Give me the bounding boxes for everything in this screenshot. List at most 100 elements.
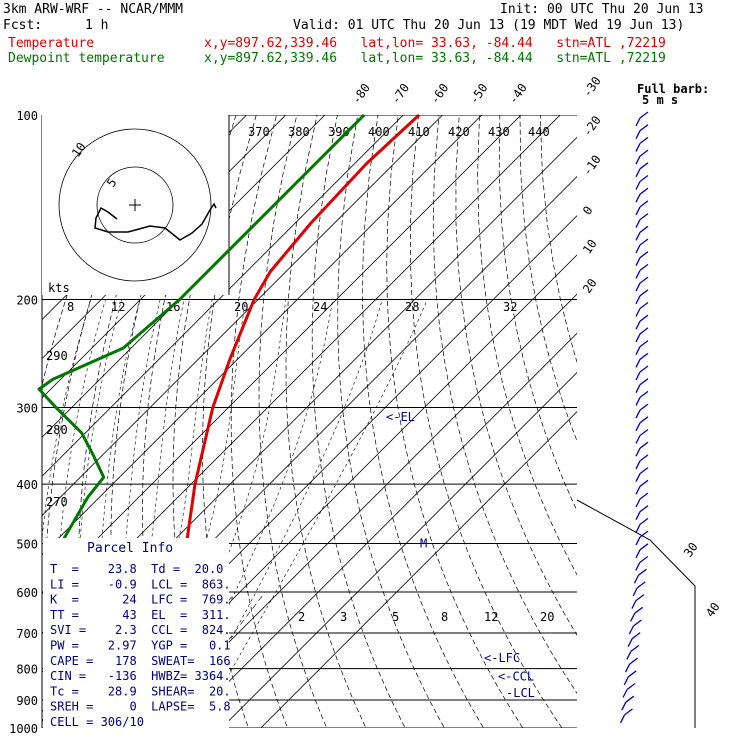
pressure-tick-label: 300: [16, 401, 38, 415]
wind-barb-flag: [639, 441, 649, 449]
hodograph-speed-label: 24: [313, 300, 327, 314]
wind-barb-staff: [635, 244, 641, 254]
dry-adiabat: [519, 115, 577, 442]
wind-barb-staff: [635, 562, 641, 571]
isotherm-line: [142, 293, 577, 728]
wind-barb-staff: [635, 143, 641, 152]
wind-barb-staff: [635, 397, 641, 406]
dry-adiabat: [202, 115, 257, 728]
wind-barb-staff: [635, 282, 641, 292]
wind-barb-staff: [635, 232, 641, 241]
valid-time: Valid: 01 UTC Thu 20 Jun 13 (19 MDT Wed …: [293, 18, 685, 33]
isotherm-label: -10: [580, 152, 604, 178]
dry-adiabat: [386, 115, 524, 728]
wind-barb-flag: [639, 162, 649, 170]
theta-label: 440: [528, 125, 550, 139]
isotherm-label: -40: [506, 81, 530, 107]
mixing-ratio-label: 8: [441, 610, 448, 624]
wind-barb-flag: [639, 301, 649, 310]
dry-adiabat: [455, 115, 577, 636]
parcel-info-title: Parcel Info: [87, 541, 173, 556]
wind-barb-staff: [635, 524, 641, 533]
temperature-legend-label: Temperature: [8, 36, 95, 51]
level-marker-label: <-EL: [386, 410, 415, 424]
hodograph-speed-label: 20: [234, 300, 248, 314]
dewpoint-legend-label: Dewpoint temperature: [8, 51, 165, 66]
wind-barb-staff: [626, 651, 632, 660]
wind-barb-flag: [639, 149, 649, 157]
wind-legend-units: 5 m s: [642, 93, 678, 107]
isotherm-label: -50: [467, 81, 491, 107]
wind-barb-flag: [639, 251, 649, 259]
wind-barb-staff: [635, 511, 641, 520]
theta-label: 420: [448, 125, 470, 139]
hodograph-speed-label: 28: [405, 300, 419, 314]
wind-barb-staff: [635, 206, 641, 216]
mixing-ratio-label: 20: [540, 610, 554, 624]
wind-barb-staff: [635, 155, 641, 165]
level-marker-label: <-LFC: [484, 651, 520, 665]
wind-barb-staff: [635, 270, 641, 279]
dry-adiabat: [285, 115, 367, 728]
wind-barb-flag: [639, 111, 649, 119]
wind-barb-flag: [634, 606, 644, 614]
pressure-tick-label: 100: [16, 109, 38, 123]
dry-adiabat: [311, 115, 406, 728]
wind-barb-flag: [639, 390, 649, 398]
wind-barb-staff: [619, 714, 626, 724]
hodograph-ring-label: 10: [69, 140, 89, 160]
hodograph-ring-outer: [58, 128, 212, 282]
temperature-legend-info: x,y=897.62,339.46 lat,lon= 33.63, -84.44…: [204, 36, 666, 51]
wind-barb-staff: [635, 181, 641, 190]
isotherm-label: 10: [580, 237, 600, 257]
dewpoint-legend-info: x,y=897.62,339.46 lat,lon= 33.63, -84.44…: [204, 51, 666, 66]
wind-barb-flag: [626, 682, 636, 691]
wind-barb-flag: [639, 479, 649, 487]
wind-barb-flag: [639, 213, 649, 221]
pressure-tick-label: 800: [16, 663, 38, 677]
dry-adiabat: [337, 115, 445, 728]
wind-barb-staff: [621, 701, 627, 711]
isotherm-line: [182, 332, 577, 728]
wind-barb-staff: [632, 587, 638, 597]
wind-barb-flag: [639, 340, 649, 348]
hodograph-speed-units: kts: [48, 281, 70, 295]
isotherm-line: [42, 115, 443, 517]
wind-barb-staff: [628, 625, 634, 635]
isotherm-label: -20: [580, 113, 604, 139]
wind-barb-staff: [623, 676, 629, 686]
wind-barb-staff: [635, 422, 641, 432]
wind-barb-flag: [633, 619, 642, 627]
wind-barb-flag: [639, 454, 649, 462]
dry-adiabat: [362, 115, 485, 728]
parcel-info-row: SVI = 2.3 CCL = 824.: [50, 623, 231, 637]
isotherm-line: [42, 115, 522, 595]
pressure-tick-label: 500: [16, 537, 38, 551]
wind-barb-flag: [639, 517, 649, 525]
isotherm-label: -80: [349, 81, 373, 107]
wind-barb-flag: [639, 136, 649, 144]
wind-barb-flag: [639, 314, 649, 322]
wind-barb-staff: [635, 295, 641, 305]
wind-barb-staff: [630, 613, 636, 622]
isotherm-line: [260, 411, 577, 728]
hodograph-speed-label: 12: [111, 300, 125, 314]
wind-barb-flag: [639, 403, 649, 411]
wind-barb-flag: [639, 378, 649, 386]
wind-barb-flag: [639, 174, 649, 183]
pressure-tick-label: 700: [16, 627, 38, 641]
wind-barb-flag: [639, 492, 649, 500]
isotherm-label: -30: [580, 74, 604, 100]
parcel-info-row: CAPE = 178 SWEAT= 166: [50, 654, 231, 668]
mixing-ratio-label: 5: [392, 610, 399, 624]
level-marker-label: -LCL: [506, 686, 535, 700]
parcel-info-row: K = 24 LFC = 769.: [50, 593, 231, 607]
theta-label: 430: [488, 125, 510, 139]
wind-barb-staff: [635, 346, 641, 355]
wind-barb-staff: [635, 193, 641, 203]
hodograph-speed-label: 32: [503, 300, 517, 314]
wind-barb-flag: [639, 289, 649, 297]
parcel-info-row: CIN = -136 HWBZ= 3364.: [50, 669, 231, 683]
dry-adiabat: [410, 115, 563, 728]
